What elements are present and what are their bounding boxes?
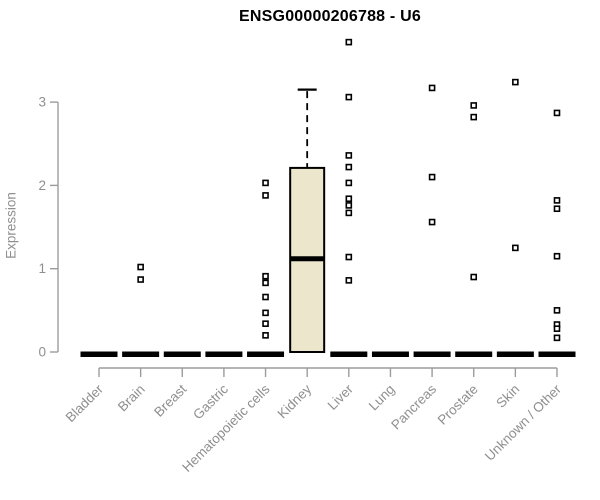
x-tick-label-pancreas: Pancreas — [388, 381, 439, 432]
x-tick-label-kidney: Kidney — [275, 381, 315, 421]
zero-median-bar-brain — [122, 351, 160, 357]
outlier-point-hematopoietic-cells — [262, 293, 269, 301]
outlier-point-brain — [137, 263, 144, 271]
outlier-point-unknown-other — [553, 252, 561, 260]
outlier-point-unknown-other — [553, 109, 561, 117]
zero-median-bar-prostate — [455, 351, 493, 357]
outlier-point-hematopoietic-cells — [262, 272, 269, 280]
outlier-point-liver — [345, 93, 353, 101]
outlier-point-liver — [345, 179, 353, 187]
zero-median-bar-unknown-other — [538, 351, 576, 357]
outlier-point-hematopoietic-cells — [262, 192, 269, 199]
outlier-point-skin — [512, 244, 519, 252]
outlier-point-brain — [137, 276, 144, 283]
x-tick-label-skin: Skin — [493, 382, 522, 411]
x-tick-label-breast: Breast — [151, 381, 189, 419]
zero-median-bar-skin — [496, 351, 534, 357]
outlier-point-unknown-other — [553, 205, 561, 213]
outlier-point-hematopoietic-cells — [262, 179, 269, 187]
chart-title: ENSG00000206788 - U6 — [239, 8, 421, 25]
outlier-point-pancreas — [428, 218, 436, 226]
zero-median-bar-hematopoietic-cells — [247, 351, 285, 357]
y-tick-label-1: 1 — [38, 261, 46, 276]
y-tick-label-3: 3 — [38, 95, 46, 110]
zero-median-bar-gastric — [205, 351, 243, 357]
x-tick-label-unknown-other: Unknown / Other — [482, 381, 565, 464]
outlier-point-liver — [345, 202, 353, 209]
outlier-point-unknown-other — [553, 334, 561, 342]
zero-median-bar-liver — [330, 351, 368, 357]
x-tick-label-bladder: Bladder — [63, 381, 107, 425]
y-tick-label-2: 2 — [38, 178, 46, 193]
x-tick-label-liver: Liver — [325, 381, 357, 413]
x-tick-label-brain: Brain — [115, 382, 148, 415]
outlier-point-prostate — [470, 113, 478, 121]
x-tick-label-prostate: Prostate — [435, 382, 481, 428]
outlier-point-liver — [345, 38, 353, 46]
outlier-point-prostate — [470, 102, 478, 109]
outlier-point-liver — [345, 253, 353, 261]
zero-median-bar-pancreas — [413, 351, 451, 357]
outlier-point-liver — [345, 209, 353, 217]
outlier-point-unknown-other — [553, 325, 561, 332]
outlier-point-hematopoietic-cells — [262, 309, 269, 317]
zero-median-bar-bladder — [80, 351, 118, 357]
outlier-point-hematopoietic-cells — [262, 320, 269, 327]
zero-median-bar-breast — [163, 351, 201, 357]
outlier-point-hematopoietic-cells — [262, 332, 269, 339]
outlier-point-prostate — [470, 273, 478, 281]
outlier-point-unknown-other — [553, 307, 561, 314]
zero-median-bar-lung — [371, 351, 409, 357]
outlier-point-unknown-other — [553, 197, 561, 204]
outlier-point-pancreas — [428, 84, 436, 92]
x-tick-label-lung: Lung — [366, 382, 398, 414]
x-tick-label-gastric: Gastric — [190, 381, 231, 422]
outlier-point-liver — [345, 163, 353, 171]
outlier-point-hematopoietic-cells — [262, 279, 269, 287]
outlier-point-pancreas — [428, 173, 436, 181]
outlier-point-liver — [345, 195, 353, 203]
outlier-point-skin — [512, 78, 519, 86]
outlier-point-liver — [345, 277, 353, 284]
outlier-point-liver — [345, 152, 353, 159]
y-tick-label-0: 0 — [38, 345, 46, 360]
